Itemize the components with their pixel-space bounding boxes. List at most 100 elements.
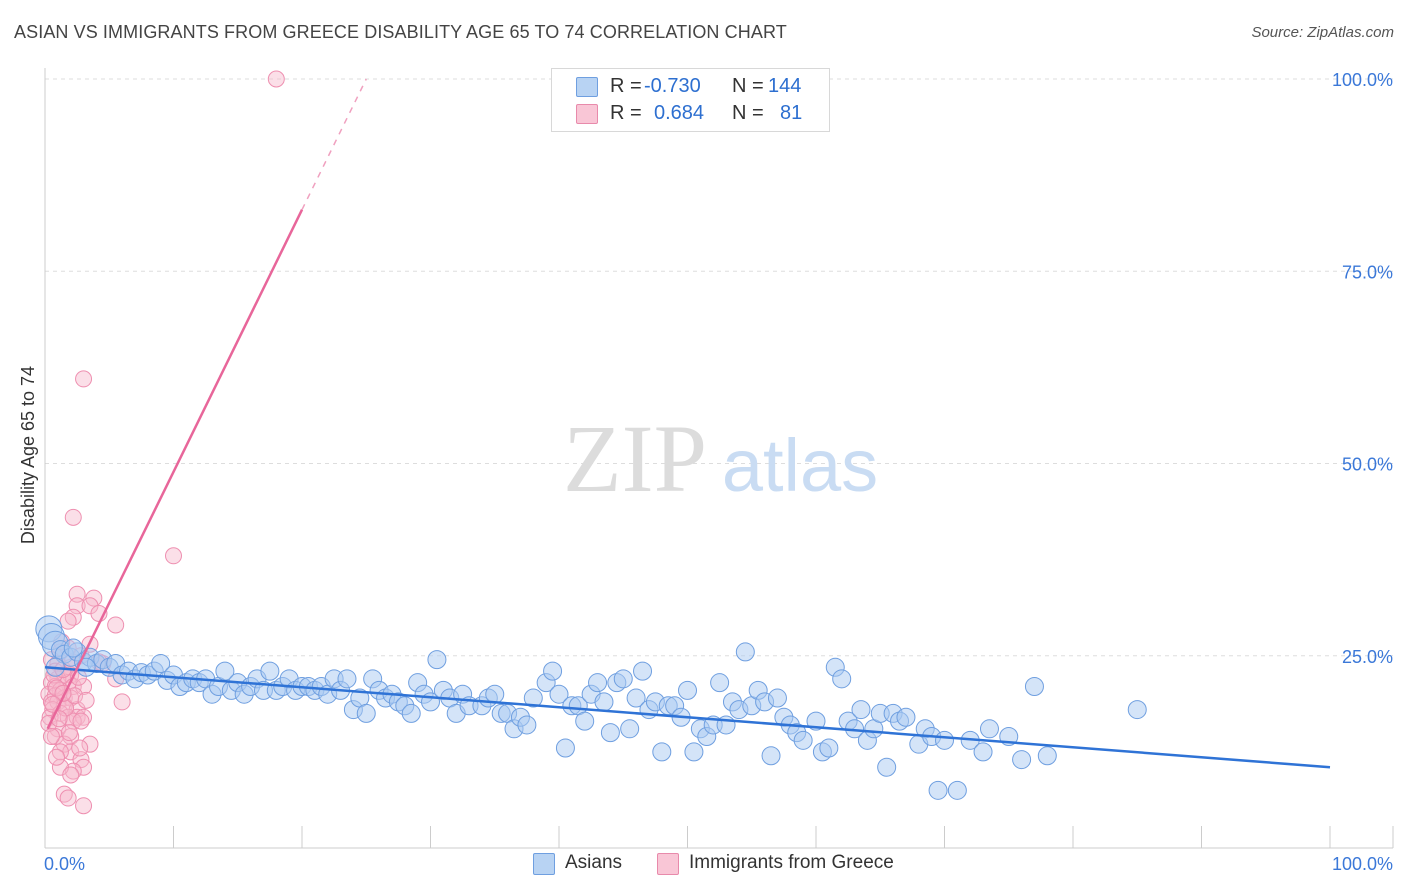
greece-trend-line [46,209,304,730]
asian-point [832,669,852,689]
asian-point [806,711,826,731]
greece-trend-extension [301,78,367,211]
tick-labels: 25.0% 50.0% 75.0% 100.0% 0.0% 100.0% [44,70,1393,874]
asian-point [575,711,595,731]
source-label: Source: ZipAtlas.com [1251,24,1394,41]
greece-point [64,508,82,526]
asian-point [767,688,787,708]
greece-point [72,712,90,730]
greece-point [75,370,93,388]
asian-point [851,700,871,720]
greece-point [267,70,285,88]
asian-point [626,688,646,708]
greece-point [107,616,125,634]
greece-point [71,739,89,757]
trend-lines [44,78,1331,769]
asian-point [1127,700,1147,720]
asian-point [260,661,280,681]
asian-point [543,661,563,681]
asian-point [485,684,505,704]
asian-point [678,680,697,700]
asian-point [427,650,447,670]
r-label: R = [610,75,642,97]
asian-point [896,707,916,727]
n-value: 144 [768,75,802,97]
asian-point [761,746,781,766]
asian-point [549,684,569,704]
greece-point [62,766,80,784]
asian-point [620,719,640,739]
asian-point [877,757,897,777]
greece-point [81,735,99,753]
asian-point [1037,746,1057,766]
asian-point [523,688,543,708]
asian-point [935,730,954,750]
watermark: ZIP atlas [563,405,878,512]
axes [44,68,1394,849]
y-axis-label: Disability Age 65 to 74 [18,366,38,544]
greece-point [60,724,78,742]
greece-label: Immigrants from Greece [689,852,894,873]
asian-point [588,673,608,693]
asian-point [151,653,171,673]
y-tick-label: 75.0% [1342,262,1393,282]
asian-point [1024,677,1044,697]
asian-point [356,703,376,723]
asian-point [928,780,948,800]
asian-point [1012,750,1032,770]
asian-point [555,738,575,758]
greece-point [113,693,131,711]
asian-point [710,673,730,693]
asians-swatch [533,853,555,875]
asian-point [600,723,620,743]
asian-point [401,703,421,723]
gridlines [45,78,1393,657]
n-value: 81 [780,102,803,124]
asian-point [973,742,993,762]
greece-swatch [576,104,598,124]
asians-label: Asians [565,852,623,873]
n-label: N = [732,102,764,124]
asian-point [337,669,357,689]
asian-point [594,692,614,712]
chart-title: ASIAN VS IMMIGRANTS FROM GREECE DISABILI… [14,22,787,42]
y-tick-label: 25.0% [1342,647,1393,667]
r-label: R = [610,102,642,124]
greece-point [75,758,93,776]
greece-swatch [657,853,679,875]
greece-point [42,727,60,745]
y-tick-label: 100.0% [1332,70,1393,90]
x-tick-label: 100.0% [1332,854,1393,874]
greece-point [59,612,77,630]
asian-points [35,615,1147,800]
r-value: -0.730 [644,75,701,97]
greece-point [75,797,93,815]
greece-point [48,748,66,766]
asian-point [819,738,839,758]
watermark-atlas: atlas [722,424,878,507]
asian-point [613,669,633,689]
correlation-legend: R = -0.730 N = 144 R = 0.684 N = 81 [551,68,830,132]
greece-point [59,789,77,807]
y-tick-label: 50.0% [1342,455,1393,475]
asians-swatch [576,77,598,97]
asians-trend-line [44,666,1331,769]
asian-point [735,642,755,662]
asian-point [652,742,672,762]
asian-point [633,661,653,681]
greece-point [85,589,103,607]
x-tick-label: 0.0% [44,854,85,874]
asian-point [793,730,813,750]
asian-point [947,780,967,800]
watermark-zip: ZIP [563,405,707,512]
asian-point [684,742,704,762]
r-value: 0.684 [654,102,705,124]
greece-point [165,547,182,565]
asian-point [979,719,999,739]
n-label: N = [732,75,764,97]
greece-point [77,691,95,709]
greece-point [68,585,86,603]
asian-point [517,715,537,735]
asian-point [63,638,83,658]
